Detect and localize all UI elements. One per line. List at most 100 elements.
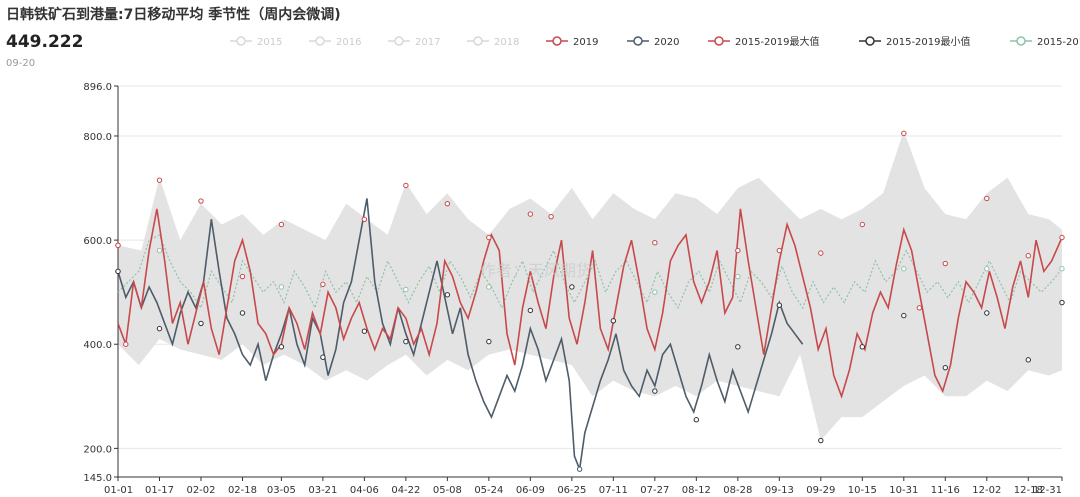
data-point[interactable] bbox=[652, 388, 658, 394]
data-point[interactable] bbox=[901, 312, 907, 319]
data-point[interactable] bbox=[548, 213, 554, 220]
x-tick-label: 06-25 bbox=[557, 485, 586, 496]
data-point[interactable] bbox=[198, 198, 204, 204]
data-point[interactable] bbox=[361, 216, 368, 222]
data-point[interactable] bbox=[652, 289, 658, 295]
x-tick-label: 11-16 bbox=[931, 485, 960, 496]
data-point[interactable] bbox=[239, 273, 246, 280]
x-tick-label: 10-15 bbox=[848, 485, 877, 496]
legend-item[interactable]: 2015-2019均值 bbox=[1010, 35, 1080, 48]
x-tick-label: 06-09 bbox=[516, 485, 545, 496]
y-tick-label: 600.0 bbox=[83, 236, 112, 247]
data-point[interactable] bbox=[859, 344, 866, 350]
legend-item[interactable]: 2019 bbox=[546, 36, 598, 48]
data-point[interactable] bbox=[576, 466, 583, 472]
data-point[interactable] bbox=[320, 281, 326, 288]
legend-label: 2019 bbox=[573, 37, 598, 48]
legend-item[interactable]: 2015-2019最大值 bbox=[708, 35, 820, 48]
x-tick-label: 05-24 bbox=[474, 485, 503, 496]
x-tick-label: 04-22 bbox=[391, 485, 420, 496]
data-point[interactable] bbox=[527, 307, 534, 314]
data-point[interactable] bbox=[901, 130, 907, 137]
legend-label: 2015-2019均值 bbox=[1037, 35, 1080, 48]
x-tick-label: 05-08 bbox=[433, 485, 462, 496]
x-tick-label: 02-02 bbox=[186, 485, 215, 496]
data-point[interactable] bbox=[693, 417, 700, 423]
legend-marker bbox=[394, 36, 404, 46]
legend[interactable]: 2015 2016 2017 2018 2019 2020 2015-2019最大值 2015… bbox=[230, 35, 1080, 48]
data-point[interactable] bbox=[776, 247, 783, 254]
chart-title: 日韩铁矿石到港量:7日移动平均 季节性（周内会微调) bbox=[6, 7, 341, 23]
legend-label: 2015-2019最大值 bbox=[735, 35, 820, 48]
data-point[interactable] bbox=[123, 341, 129, 347]
data-point[interactable] bbox=[984, 195, 990, 202]
data-point[interactable] bbox=[278, 221, 285, 228]
data-point[interactable] bbox=[486, 284, 492, 290]
data-point[interactable] bbox=[916, 305, 923, 311]
data-point[interactable] bbox=[1059, 266, 1065, 272]
data-point[interactable] bbox=[278, 344, 285, 350]
data-point[interactable] bbox=[403, 182, 409, 189]
data-point[interactable] bbox=[942, 364, 948, 371]
data-point[interactable] bbox=[610, 318, 617, 324]
data-point[interactable] bbox=[403, 286, 409, 293]
legend-marker bbox=[552, 36, 562, 46]
data-point[interactable] bbox=[818, 250, 824, 256]
x-tick-label: 03-21 bbox=[308, 485, 337, 496]
data-point[interactable] bbox=[156, 247, 163, 254]
legend-label: 2015 bbox=[257, 37, 282, 48]
legend-marker bbox=[865, 36, 875, 46]
x-tick-label: 12-31 bbox=[1033, 485, 1062, 496]
data-point[interactable] bbox=[1025, 357, 1031, 363]
legend-label: 2015-2019最小值 bbox=[886, 35, 971, 48]
data-point[interactable] bbox=[942, 260, 948, 267]
data-point[interactable] bbox=[859, 221, 866, 228]
data-point[interactable] bbox=[198, 320, 204, 327]
legend-item[interactable]: 2016 bbox=[309, 36, 361, 48]
data-point[interactable] bbox=[156, 177, 163, 183]
data-point[interactable] bbox=[901, 266, 907, 272]
data-point[interactable] bbox=[776, 302, 783, 308]
data-point[interactable] bbox=[486, 338, 492, 345]
data-point[interactable] bbox=[818, 437, 824, 444]
data-point[interactable] bbox=[444, 292, 451, 298]
data-point[interactable] bbox=[569, 284, 575, 290]
data-point[interactable] bbox=[735, 344, 741, 350]
data-point[interactable] bbox=[156, 325, 163, 332]
legend-item[interactable]: 2020 bbox=[627, 36, 679, 48]
legend-item[interactable]: 2018 bbox=[467, 36, 519, 48]
legend-marker bbox=[1016, 36, 1026, 46]
data-point[interactable] bbox=[527, 211, 534, 217]
x-tick-label: 08-12 bbox=[682, 485, 711, 496]
data-point[interactable] bbox=[361, 328, 368, 334]
series-line-2019 bbox=[117, 208, 1063, 399]
y-axis: 145.0 200.0 400.0 600.0 800.0 896.0 bbox=[83, 82, 119, 484]
legend-label: 2017 bbox=[415, 37, 440, 48]
legend-marker bbox=[315, 36, 325, 46]
current-value: 449.222 bbox=[6, 32, 84, 52]
data-point[interactable] bbox=[278, 284, 285, 290]
x-tick-label: 03-05 bbox=[267, 485, 296, 496]
x-axis: 01-01 01-17 02-02 02-18 03-05 03-21 04-06 04-22… bbox=[104, 476, 1063, 496]
data-point[interactable] bbox=[403, 338, 409, 345]
data-point[interactable] bbox=[735, 247, 741, 254]
data-point[interactable] bbox=[652, 240, 658, 246]
data-point[interactable] bbox=[984, 310, 990, 316]
legend-item[interactable]: 2017 bbox=[388, 36, 440, 48]
data-point[interactable] bbox=[735, 273, 741, 280]
data-point[interactable] bbox=[1025, 253, 1031, 259]
data-point[interactable] bbox=[239, 310, 246, 316]
data-point[interactable] bbox=[1059, 234, 1065, 241]
data-point[interactable] bbox=[486, 234, 492, 241]
series-lines bbox=[117, 198, 1063, 473]
data-point[interactable] bbox=[115, 268, 121, 275]
x-tick-label: 02-18 bbox=[228, 485, 257, 496]
y-tick-label: 200.0 bbox=[83, 444, 112, 455]
data-point[interactable] bbox=[1059, 299, 1065, 306]
data-point[interactable] bbox=[320, 354, 326, 360]
data-point[interactable] bbox=[444, 200, 451, 207]
legend-item[interactable]: 2015 bbox=[230, 36, 282, 48]
data-point[interactable] bbox=[115, 242, 121, 249]
data-point[interactable] bbox=[984, 266, 990, 272]
legend-item[interactable]: 2015-2019最小值 bbox=[859, 35, 971, 48]
